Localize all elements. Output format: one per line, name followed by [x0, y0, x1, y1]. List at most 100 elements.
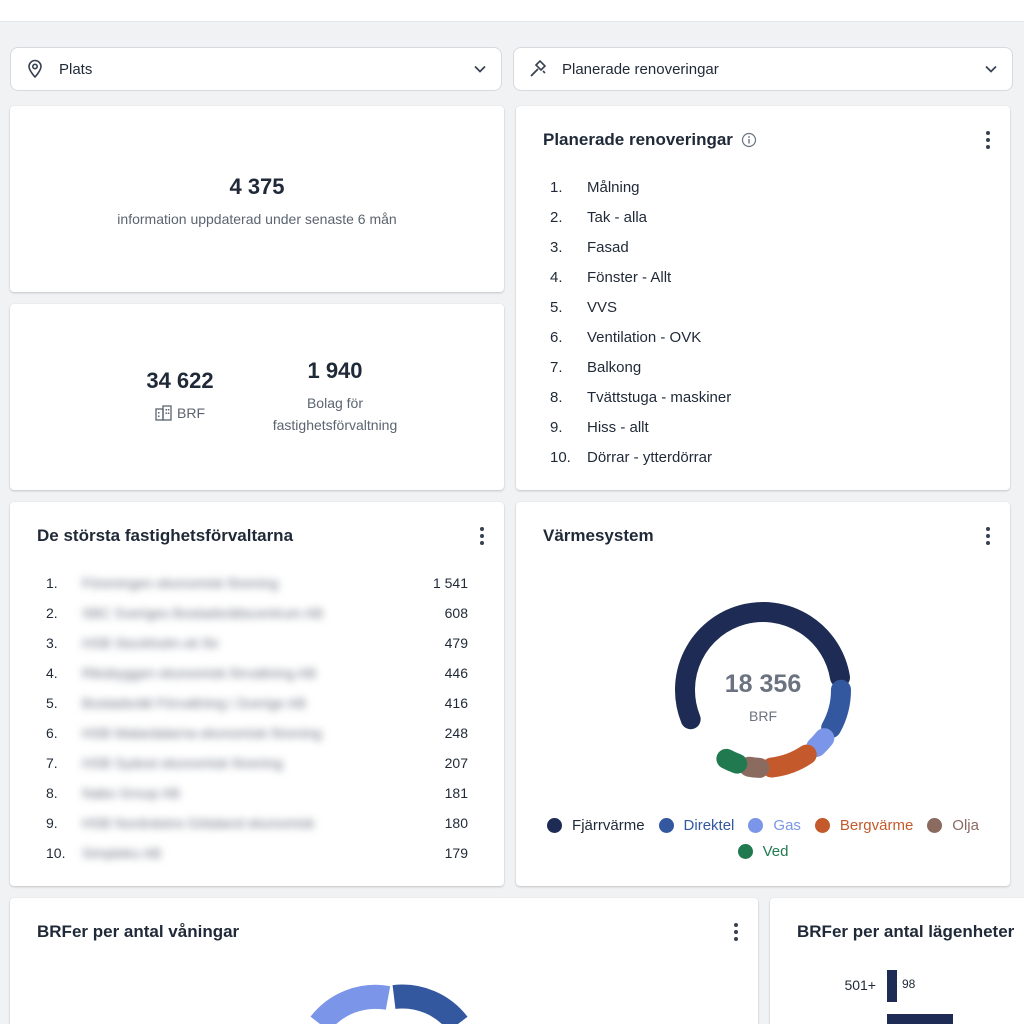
manager-count: 181 [444, 785, 468, 801]
counts-card: 34 622 BRF 1 940 Bolag för fastighetsför… [10, 304, 504, 490]
manager-count: 179 [444, 845, 468, 861]
legend-label: Direktel [683, 816, 735, 834]
donut-segment-fjärrvärme[interactable] [675, 602, 850, 730]
manager-row[interactable]: 10. Simpleko AB 179 [46, 838, 468, 868]
brf-count-block: 34 622 BRF [130, 368, 230, 424]
manager-name: HSB Sydost ekonomisk förening [82, 755, 283, 771]
manager-count: 608 [444, 605, 468, 621]
updated-caption: information uppdaterad under senaste 6 m… [117, 211, 397, 227]
renovations-list: 1. Målning 2. Tak - alla 3. Fasad 4. Fönster - … [550, 172, 731, 472]
manager-count: 248 [444, 725, 468, 741]
donut-segment-direktel[interactable] [821, 679, 852, 739]
manager-count: 416 [444, 695, 468, 711]
manager-row[interactable]: 2. SBC Sveriges Bostadsrättscentrum AB 608 [46, 598, 468, 628]
updated-count: 4 375 [229, 174, 285, 199]
managers-list: 1. Föreningen ekonomisk förening 1 541 2. SB… [46, 568, 468, 868]
donut-segment-olja[interactable] [739, 756, 770, 778]
renovation-label: VVS [587, 298, 618, 316]
floors-donut-segment [310, 984, 391, 1024]
location-select-label: Plats [59, 60, 93, 78]
more-options-icon[interactable] [982, 130, 994, 150]
floors-card: BRFer per antal våningar [10, 898, 758, 1024]
chevron-down-icon [982, 60, 1000, 78]
legend-item[interactable]: Fjärrvärme [547, 812, 645, 838]
manager-name: HSB Malardalarna ekonomisk förening [82, 725, 322, 741]
brf-count: 34 622 [146, 368, 214, 393]
renovation-item: 6. Ventilation - OVK [550, 322, 731, 352]
donut-segment-ved[interactable] [716, 748, 748, 774]
renovation-label: Hiss - allt [587, 418, 649, 436]
more-options-icon[interactable] [730, 922, 742, 942]
legend-dot [748, 817, 764, 833]
manager-row[interactable]: 1. Föreningen ekonomisk förening 1 541 [46, 568, 468, 598]
apartments-card: BRFer per antal lägenheter 501+ 98 [770, 898, 1024, 1024]
renovation-label: Fönster - Allt [587, 268, 672, 286]
manager-row[interactable]: 9. HSB Nordvästra Götaland ekonomisk 180 [46, 808, 468, 838]
manager-count: 207 [444, 755, 468, 771]
manager-name: HSB Stockholm ek för [82, 635, 219, 651]
heating-donut-chart [675, 602, 852, 778]
renovation-label: Dörrar - ytterdörrar [587, 448, 713, 466]
manager-rank: 2. [46, 605, 58, 621]
more-options-icon[interactable] [982, 526, 994, 546]
manager-rank: 5. [46, 695, 58, 711]
manager-row[interactable]: 8. Nabo Group AB 181 [46, 778, 468, 808]
manager-rank: 6. [46, 725, 58, 741]
manager-count: 479 [444, 635, 468, 651]
manager-row[interactable]: 4. Riksbyggen ekonomisk förvaltning AB 446 [46, 658, 468, 688]
manager-count: 1 541 [432, 575, 468, 591]
location-select[interactable]: Plats [10, 47, 502, 91]
manager-rank: 1. [46, 575, 58, 591]
heating-card-title: Värmesystem [543, 526, 654, 545]
legend-label: Ved [762, 842, 789, 860]
floors-donut-segment [392, 984, 468, 1024]
renovation-label: Ventilation - OVK [587, 328, 702, 346]
updated-info-card: 4 375 information uppdaterad under senas… [10, 106, 504, 292]
legend-item[interactable]: Ved [737, 838, 789, 864]
donut-segment-bergvärme[interactable] [761, 744, 817, 778]
renovation-item: 7. Balkong [550, 352, 731, 382]
legend-item[interactable]: Bergvärme [814, 812, 913, 838]
heating-card: Värmesystem 18 356 BRF Fjärrvärme Direkte… [516, 502, 1010, 886]
renovation-rank: 9. [550, 418, 563, 436]
renovation-label: Tvättstuga - maskiner [587, 388, 732, 406]
donut-segment-gas[interactable] [806, 728, 835, 757]
location-pin-icon [25, 59, 45, 79]
companies-label-line1: Bolag för [306, 395, 364, 411]
renovation-rank: 4. [550, 268, 563, 286]
renovation-rank: 8. [550, 388, 563, 406]
renovation-item: 10. Dörrar - ytterdörrar [550, 442, 731, 472]
managers-card-title: De största fastighetsförvaltarna [37, 526, 294, 545]
renovation-rank: 2. [550, 208, 563, 226]
manager-row[interactable]: 7. HSB Sydost ekonomisk förening 207 [46, 748, 468, 778]
floors-card-title: BRFer per antal våningar [37, 922, 240, 941]
legend-dot [927, 817, 943, 833]
manager-count: 180 [444, 815, 468, 831]
renovation-item: 8. Tvättstuga - maskiner [550, 382, 731, 412]
manager-rank: 7. [46, 755, 58, 771]
chevron-down-icon [471, 60, 489, 78]
legend-item[interactable]: Gas [748, 812, 801, 838]
info-icon[interactable] [741, 132, 757, 148]
renovation-item: 9. Hiss - allt [550, 412, 731, 442]
renovations-select[interactable]: Planerade renoveringar [513, 47, 1013, 91]
renovations-select-label: Planerade renoveringar [562, 60, 719, 78]
legend-item[interactable]: Direktel [658, 812, 735, 838]
legend-label: Fjärrvärme [572, 816, 645, 834]
manager-row[interactable]: 6. HSB Malardalarna ekonomisk förening 248 [46, 718, 468, 748]
legend-label: Olja [952, 816, 979, 834]
manager-row[interactable]: 3. HSB Stockholm ek för 479 [46, 628, 468, 658]
apartments-card-title: BRFer per antal lägenheter [797, 922, 1015, 941]
more-options-icon[interactable] [476, 526, 488, 546]
renovations-card: Planerade renoveringar 1. Målning 2. Tak - … [516, 106, 1010, 490]
donut-center-value: 18 356 [724, 670, 802, 698]
brf-label: BRF [177, 405, 205, 421]
renovation-item: 3. Fasad [550, 232, 731, 262]
manager-rank: 10. [46, 845, 66, 861]
legend-item[interactable]: Olja [927, 812, 979, 838]
renovation-item: 1. Målning [550, 172, 731, 202]
legend-label: Gas [773, 816, 801, 834]
manager-row[interactable]: 5. Bostadsrätt Förvaltning i Sverige AB 41… [46, 688, 468, 718]
manager-name: Riksbyggen ekonomisk förvaltning AB [82, 665, 317, 681]
bar-value: 98 [902, 977, 916, 991]
